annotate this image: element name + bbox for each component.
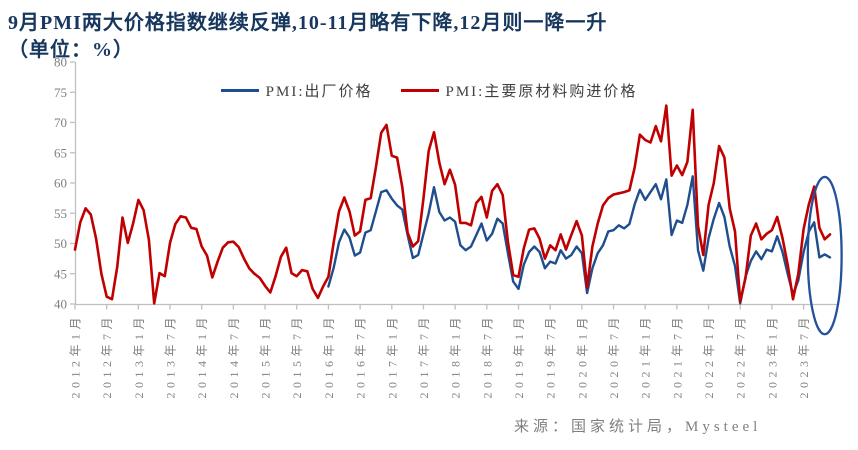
x-axis-label: 2020年1月 bbox=[575, 313, 589, 399]
x-axis-label: 2013年7月 bbox=[164, 313, 178, 399]
red-line-swatch-icon bbox=[400, 89, 439, 92]
legend-item-raw-material-purchase-price: PMI:主要原材料购进价格 bbox=[400, 80, 638, 101]
x-axis-label: 2015年1月 bbox=[259, 313, 273, 399]
legend-label-ex-factory-price: PMI:出厂价格 bbox=[265, 84, 373, 100]
x-axis-label: 2021年7月 bbox=[670, 313, 684, 399]
x-axis-label: 2020年7月 bbox=[607, 313, 621, 399]
x-axis-label: 2016年7月 bbox=[354, 313, 368, 399]
highlight-ellipse-annotation bbox=[806, 175, 843, 336]
x-axis-label: 2017年7月 bbox=[417, 313, 431, 399]
x-axis-label: 2021年1月 bbox=[639, 313, 653, 399]
y-axis-label: 80 bbox=[54, 55, 67, 70]
chart-title: 9月PMI两大价格指数继续反弹,10-11月略有下降,12月则一降一升 bbox=[8, 12, 608, 34]
y-axis-label: 55 bbox=[54, 206, 67, 221]
x-axis-label: 2023年7月 bbox=[797, 313, 811, 399]
x-axis-label: 2012年1月 bbox=[69, 313, 83, 399]
y-axis-label: 70 bbox=[54, 115, 67, 130]
y-axis-label: 75 bbox=[54, 85, 67, 100]
chart-unit-subtitle: （单位：%） bbox=[8, 39, 134, 61]
y-axis-label: 60 bbox=[54, 176, 67, 191]
x-axis-label: 2022年7月 bbox=[734, 313, 748, 399]
y-axis-label: 40 bbox=[54, 297, 67, 312]
y-axis-label: 65 bbox=[54, 145, 67, 160]
series-line-raw-material-purchase-price bbox=[73, 104, 832, 305]
legend-item-ex-factory-price: PMI:出厂价格 bbox=[220, 80, 373, 101]
y-axis-label: 45 bbox=[54, 266, 67, 281]
x-axis-label: 2023年1月 bbox=[765, 313, 779, 399]
x-axis-label: 2022年1月 bbox=[702, 313, 716, 399]
x-axis-label: 2013年1月 bbox=[132, 313, 146, 399]
x-axis-label: 2016年1月 bbox=[322, 313, 336, 399]
x-axis-label: 2018年1月 bbox=[449, 313, 463, 399]
x-axis-label: 2019年1月 bbox=[512, 313, 526, 399]
x-axis-label: 2014年7月 bbox=[227, 313, 241, 399]
x-axis-label: 2017年1月 bbox=[385, 313, 399, 399]
legend-label-raw-material-purchase-price: PMI:主要原材料购进价格 bbox=[445, 84, 638, 100]
x-axis-label: 2014年1月 bbox=[195, 313, 209, 399]
blue-line-swatch-icon bbox=[220, 89, 259, 92]
x-axis-label: 2019年7月 bbox=[544, 313, 558, 399]
data-source-note: 来源：国家统计局，Mysteel bbox=[514, 419, 762, 435]
x-axis-label: 2012年7月 bbox=[100, 313, 114, 399]
x-axis-label: 2015年7月 bbox=[290, 313, 304, 399]
y-axis-label: 50 bbox=[54, 236, 67, 251]
chart-legend: PMI:出厂价格 PMI:主要原材料购进价格 bbox=[0, 80, 858, 101]
x-axis-label: 2018年7月 bbox=[480, 313, 494, 399]
